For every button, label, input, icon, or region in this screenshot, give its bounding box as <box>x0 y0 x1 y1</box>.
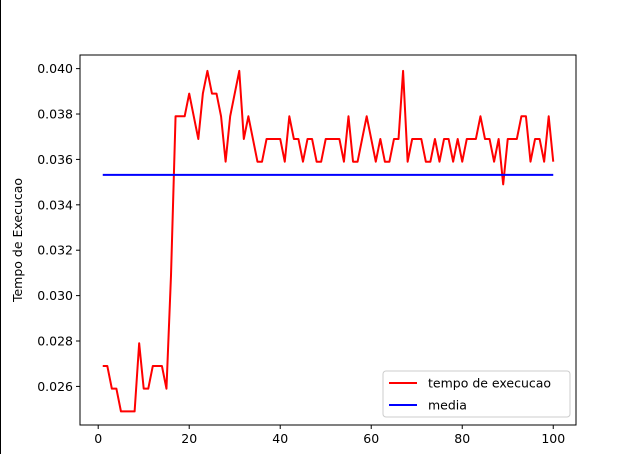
y-tick-label: 0.030 <box>37 288 73 303</box>
x-tick-label: 20 <box>181 431 197 446</box>
legend-label-tempo-de-execucao: tempo de execucao <box>428 376 551 391</box>
left-edge-line <box>0 0 1 454</box>
axes-frame <box>79 54 577 426</box>
y-tick-label: 0.032 <box>37 243 73 258</box>
x-axis: 0 20 40 60 80 100 <box>94 425 565 446</box>
series-layer <box>102 69 555 413</box>
y-axis-title: Tempo de Execucao <box>10 178 25 303</box>
y-tick-label: 0.034 <box>37 197 73 212</box>
x-tick-label: 60 <box>363 431 379 446</box>
legend: tempo de execucao media <box>382 370 571 418</box>
series-line-tempo-de-execucao <box>102 69 555 413</box>
legend-label-media: media <box>428 398 467 413</box>
y-tick-label: 0.038 <box>37 107 73 122</box>
y-tick-label: 0.028 <box>37 334 73 349</box>
y-tick-label: 0.036 <box>37 152 73 167</box>
x-tick-label: 0 <box>94 431 102 446</box>
legend-box <box>382 370 571 418</box>
y-tick-label: 0.040 <box>37 61 73 76</box>
x-tick-label: 80 <box>454 431 470 446</box>
x-tick-label: 40 <box>272 431 288 446</box>
x-tick-label: 100 <box>541 431 565 446</box>
y-tick-label: 0.026 <box>37 379 73 394</box>
y-axis: 0.026 0.028 0.030 0.032 0.034 0.036 0.038 0.040 <box>37 61 80 394</box>
